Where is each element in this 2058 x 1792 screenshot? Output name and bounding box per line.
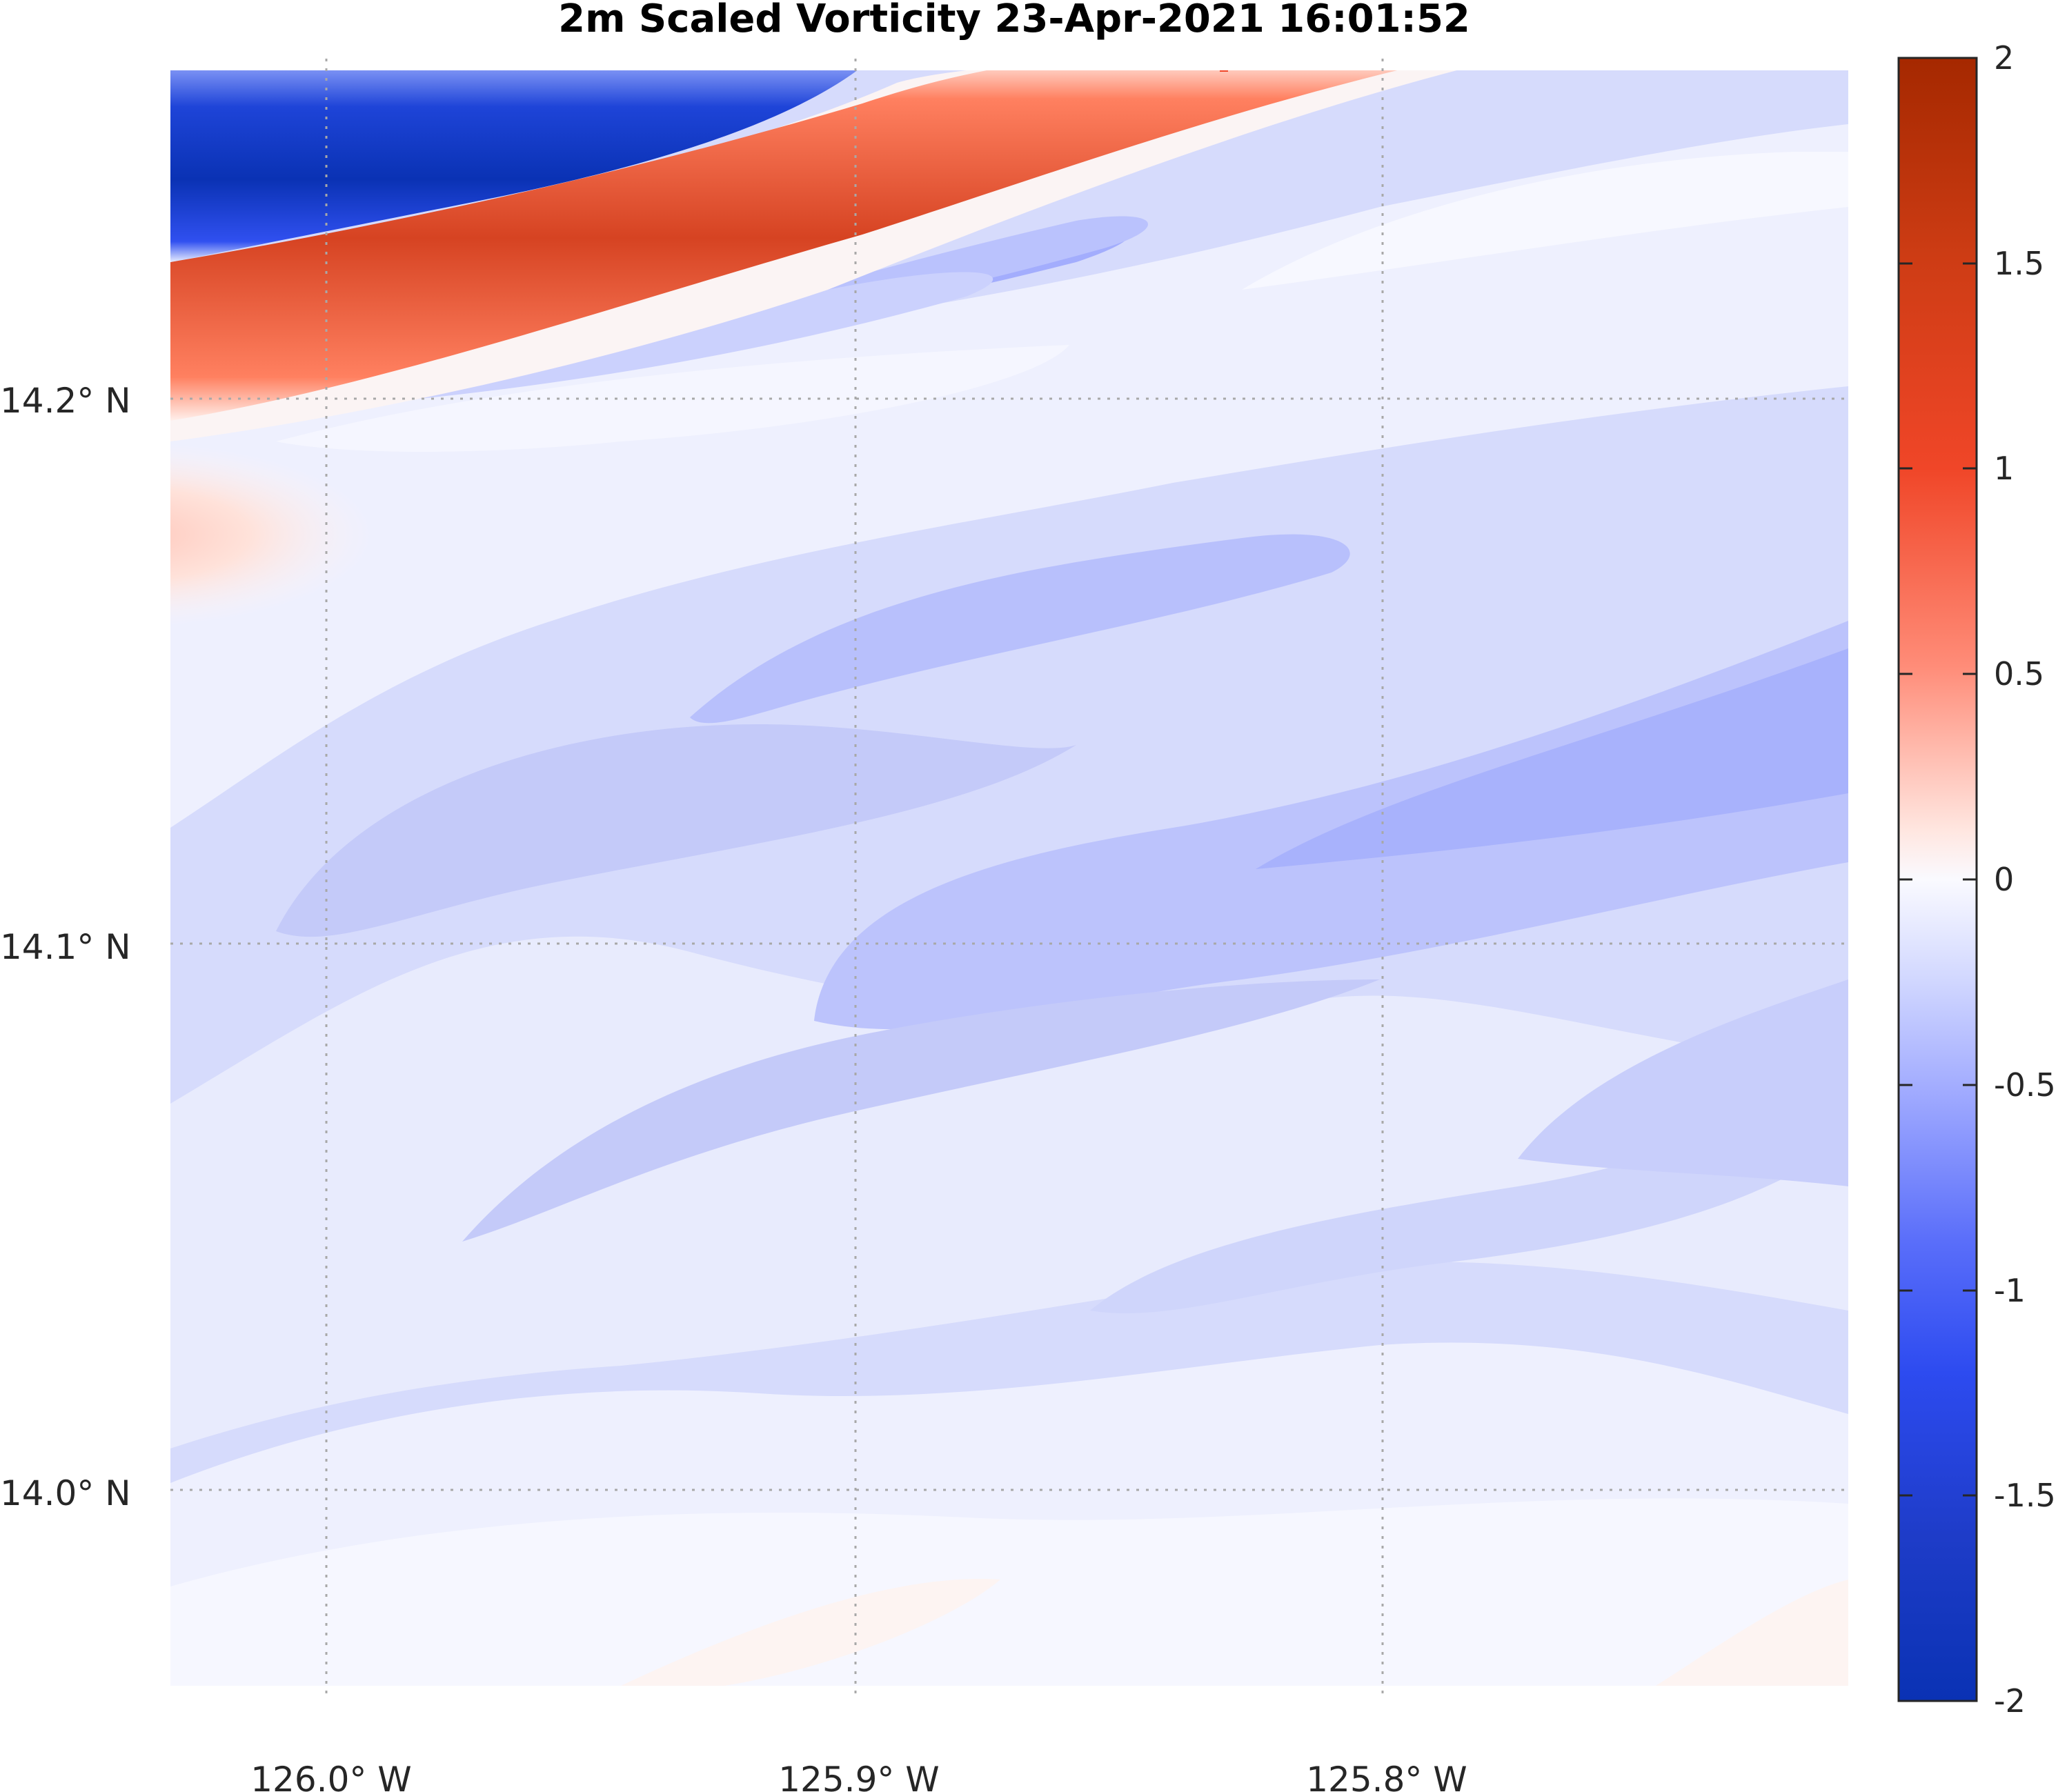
white-front-edge <box>170 70 1457 441</box>
cb-label-neg-2: -2 <box>1994 1682 2026 1720</box>
lat-label-14-1: 14.1° N <box>0 927 131 967</box>
weak-positive-patch <box>170 441 448 628</box>
red-marker <box>1220 70 1228 72</box>
lat-label-14-0: 14.0° N <box>0 1473 131 1513</box>
faint-pink-bottom <box>621 1579 1000 1686</box>
near-zero-bottom <box>170 1498 1848 1686</box>
bottom-edge-artifacts <box>255 1686 1476 1695</box>
lon-tick-labels: 126.0° W 125.9° W 125.8° W <box>250 1760 1467 1792</box>
colorbar-ticks <box>1899 57 1977 1702</box>
colorbar: 2 1.5 1 0.5 0 -0.5 -1 -1.5 -2 <box>1897 39 2056 1720</box>
negative-vorticity-band <box>170 70 858 262</box>
mid-band-1 <box>690 534 1350 724</box>
lon-label-125-9: 125.9° W <box>778 1760 939 1792</box>
cb-label-0-5: 0.5 <box>1994 655 2044 693</box>
near-zero-top <box>1242 152 1848 290</box>
cb-label-1: 1 <box>1994 450 2014 487</box>
colorbar-labels: 2 1.5 1 0.5 0 -0.5 -1 -1.5 -2 <box>1994 39 2056 1720</box>
cb-label-1-5: 1.5 <box>1994 245 2044 282</box>
faint-pink-corner <box>1656 1580 1848 1686</box>
plot-area <box>170 70 1848 1686</box>
mid-band-4 <box>276 724 1076 937</box>
cb-label-0: 0 <box>1994 861 2014 898</box>
map-title: 2m Scaled Vorticity 23-Apr-2021 16:01:52 <box>558 0 1470 41</box>
light-band-top <box>170 124 1848 828</box>
cb-label-neg-1: -1 <box>1994 1272 2026 1309</box>
cb-label-2: 2 <box>1994 39 2014 77</box>
mid-band-3 <box>1256 648 1848 869</box>
mid-band-6 <box>1090 1035 1848 1313</box>
lat-tick-labels: 14.2° N 14.1° N 14.0° N <box>0 381 131 1513</box>
mid-band-7 <box>1518 979 1848 1186</box>
mid-band-5 <box>462 979 1380 1242</box>
mid-band-2 <box>814 621 1848 1030</box>
light-band-1 <box>170 936 1848 1448</box>
lon-label-125-8: 125.8° W <box>1306 1760 1467 1792</box>
lon-label-126-0: 126.0° W <box>250 1760 411 1792</box>
cb-label-neg-0-5: -0.5 <box>1994 1066 2056 1104</box>
cb-label-neg-1-5: -1.5 <box>1994 1477 2056 1514</box>
lat-label-14-2: 14.2° N <box>0 381 131 421</box>
gridlines <box>170 59 1848 1697</box>
positive-vorticity-band <box>170 70 1398 421</box>
